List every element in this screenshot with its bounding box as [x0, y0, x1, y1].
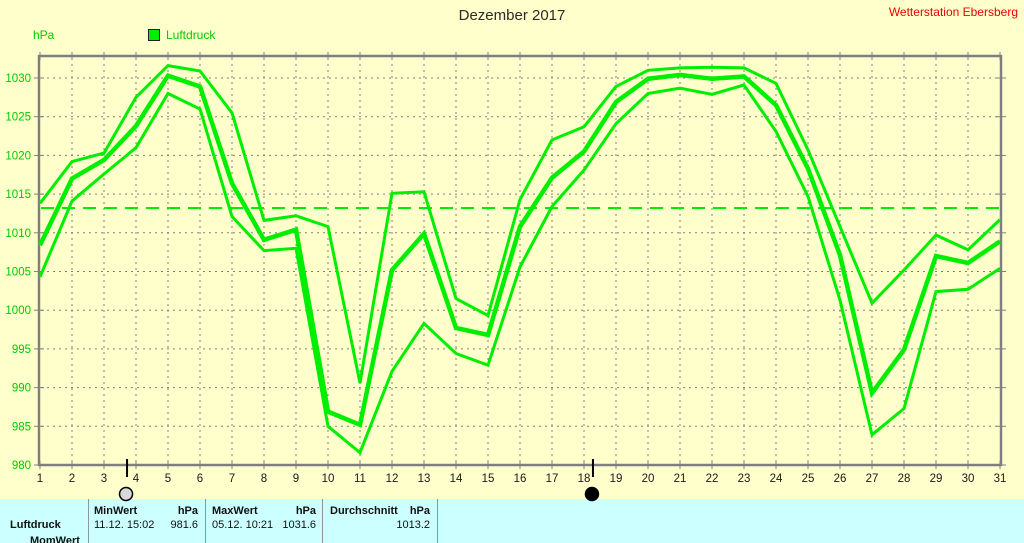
footer-divider [88, 499, 89, 543]
y-tick-label: 985 [12, 421, 31, 433]
minwert-header-label: MinWert [94, 505, 138, 517]
x-tick-label: 16 [514, 473, 527, 485]
series-line-max [38, 63, 1002, 384]
durchschnitt-value: 1013.2 [396, 519, 430, 531]
x-tick-label: 4 [133, 473, 140, 485]
minwert-values: 11.12. 15:02 981.6 [94, 519, 198, 531]
y-tick-label: 1005 [5, 267, 31, 279]
plot-border [37, 54, 1003, 467]
durchschnitt-header: Durchschnitt hPa [330, 505, 430, 517]
footer-divider [322, 499, 323, 543]
x-tick-label: 3 [101, 473, 107, 485]
x-tick-label: 14 [450, 473, 463, 485]
maxwert-unit-label: hPa [295, 505, 316, 517]
x-tick-label: 2 [69, 473, 75, 485]
legend-swatch-icon [148, 29, 160, 41]
stats-footer: Luftdruck MomWert MinWert hPa 11.12. 15:… [0, 499, 1024, 543]
legend: Luftdruck [148, 28, 215, 42]
y-tick-label: 1015 [5, 189, 31, 201]
x-tick-label: 10 [322, 473, 335, 485]
y-tick-label: 1010 [5, 228, 31, 240]
x-tick-label: 6 [197, 473, 203, 485]
x-tick-label: 26 [834, 473, 847, 485]
x-tick-label: 18 [578, 473, 591, 485]
x-tick-label: 30 [962, 473, 975, 485]
page-title: Dezember 2017 [458, 7, 566, 24]
y-tick-label: 1020 [5, 150, 31, 162]
y-tick-label: 990 [12, 383, 31, 395]
durchschnitt-header-label: Durchschnitt [330, 505, 398, 517]
y-tick-label: 1025 [5, 112, 31, 124]
clipped-row-label: MomWert [30, 535, 80, 543]
x-tick-label: 29 [930, 473, 943, 485]
x-tick-label: 19 [610, 473, 623, 485]
minwert-unit-label: hPa [177, 505, 198, 517]
series-line-min [38, 83, 1001, 456]
minwert-value: 981.6 [170, 519, 198, 531]
durchschnitt-values: 1013.2 [330, 519, 430, 531]
y-tick-label: 1000 [5, 305, 31, 317]
y-axis-unit-label: hPa [33, 28, 55, 42]
minwert-header: MinWert hPa [94, 505, 198, 517]
y-tick-label: 1030 [5, 73, 31, 85]
x-tick-label: 1 [37, 473, 43, 485]
x-tick-label: 28 [898, 473, 911, 485]
footer-divider [437, 499, 438, 543]
maxwert-header-label: MaxWert [212, 505, 258, 517]
durchschnitt-unit-label: hPa [409, 505, 430, 517]
x-tick-label: 31 [994, 473, 1007, 485]
station-name: Wetterstation Ebersberg [888, 5, 1018, 19]
maxwert-header: MaxWert hPa [212, 505, 316, 517]
x-tick-label: 23 [738, 473, 751, 485]
x-tick-label: 11 [354, 473, 366, 485]
maxwert-datetime: 05.12. 10:21 [212, 519, 274, 531]
x-tick-label: 21 [674, 473, 687, 485]
y-tick-label: 980 [12, 460, 31, 472]
x-tick-label: 20 [642, 473, 655, 485]
maxwert-values: 05.12. 10:21 1031.6 [212, 519, 316, 531]
x-tick-label: 8 [261, 473, 267, 485]
x-tick-label: 17 [546, 473, 559, 485]
footer-divider [205, 499, 206, 543]
x-tick-label: 27 [866, 473, 879, 485]
x-tick-label: 25 [802, 473, 815, 485]
x-tick-label: 12 [386, 473, 399, 485]
x-tick-label: 7 [229, 473, 235, 485]
x-tick-label: 5 [165, 473, 171, 485]
maxwert-value: 1031.6 [282, 519, 316, 531]
legend-label: Luftdruck [166, 28, 216, 42]
y-tick-label: 995 [12, 344, 31, 356]
x-tick-label: 24 [770, 473, 783, 485]
series-line-mean [37, 72, 1002, 428]
sensor-row-label: Luftdruck [10, 519, 61, 531]
x-tick-label: 9 [293, 473, 299, 485]
minwert-datetime: 11.12. 15:02 [94, 519, 155, 531]
x-tick-label: 13 [418, 473, 431, 485]
x-tick-label: 22 [706, 473, 719, 485]
x-tick-label: 15 [482, 473, 495, 485]
